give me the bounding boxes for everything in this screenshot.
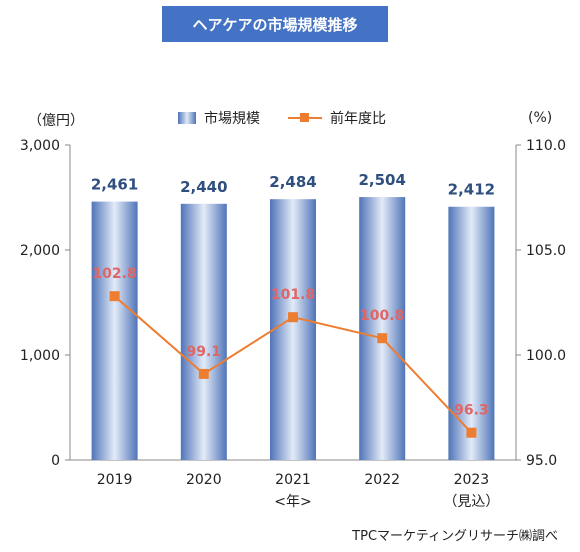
left-tick-label: 2,000 <box>20 243 60 259</box>
bar <box>448 206 495 460</box>
ratio-point <box>377 333 388 344</box>
bar <box>359 197 406 460</box>
right-tick-label: 105.0 <box>526 243 566 259</box>
bar-value-label: 2,412 <box>448 181 495 199</box>
chart-title: ヘアケアの市場規模推移 <box>162 6 388 42</box>
ratio-value-label: 100.8 <box>360 308 404 324</box>
right-tick-label: 100.0 <box>526 348 566 364</box>
left-axis-unit: （億円） <box>28 113 84 129</box>
right-tick-label: 110.0 <box>526 138 566 154</box>
legend-line-label: 前年度比 <box>330 111 386 127</box>
source-note: TPCマーケティングリサーチ㈱調べ <box>352 529 558 544</box>
x-tick-label: 2020 <box>186 472 222 488</box>
x-tick-label: 2019 <box>97 472 133 488</box>
legend-line-swatch <box>288 113 322 122</box>
ratio-point <box>198 368 209 379</box>
ratio-point <box>466 427 477 438</box>
right-tick-label: 95.0 <box>526 453 557 469</box>
ratio-value-label: 99.1 <box>187 344 222 360</box>
bar <box>270 199 316 460</box>
right-axis-unit: (%) <box>528 110 553 126</box>
legend-bar-label: 市場規模 <box>204 111 260 127</box>
x-tick-sublabel: （見込） <box>443 494 499 510</box>
left-tick-label: 3,000 <box>20 138 60 154</box>
ratio-value-label: 96.3 <box>454 403 489 419</box>
ratio-point <box>288 312 298 323</box>
bar <box>91 201 138 460</box>
left-tick-label: 0 <box>51 453 60 469</box>
x-tick-sublabel: <年> <box>274 494 311 510</box>
bar <box>180 203 227 461</box>
x-tick-label: 2021 <box>275 472 311 488</box>
bar-value-label: 2,504 <box>358 171 405 189</box>
ratio-point <box>109 291 120 302</box>
x-tick-label: 2023 <box>454 472 490 488</box>
left-tick-label: 1,000 <box>20 348 60 364</box>
bar-value-label: 2,484 <box>269 173 316 191</box>
legend-bar-swatch <box>178 112 196 124</box>
ratio-value-label: 101.8 <box>271 287 315 303</box>
ratio-value-label: 102.8 <box>92 266 136 282</box>
bar-value-label: 2,461 <box>91 176 138 194</box>
x-tick-label: 2022 <box>364 472 400 488</box>
legend: 市場規模 前年度比 <box>178 108 386 128</box>
bar-value-label: 2,440 <box>180 178 227 196</box>
